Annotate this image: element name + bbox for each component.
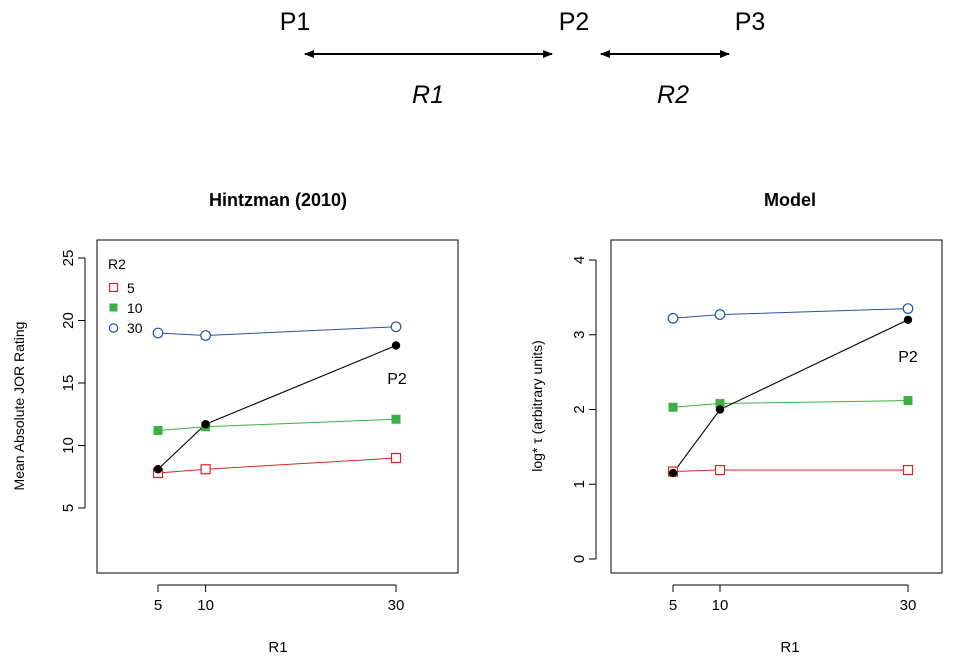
legend-label-5: 5	[127, 280, 135, 296]
series-point-p2	[903, 315, 913, 324]
plot-frame	[96, 239, 459, 574]
y-axis-label: log* τ (arbitrary units)	[529, 340, 545, 472]
series-line-30	[672, 308, 909, 319]
series-point-5	[714, 464, 726, 476]
x-tick-label: 10	[712, 597, 729, 614]
series-point-p2	[153, 465, 163, 474]
legend-marker-5	[108, 282, 119, 293]
x-tick-label: 30	[388, 597, 405, 614]
point-label-p3: P3	[735, 8, 766, 36]
plot-frame	[610, 239, 943, 574]
y-tick-label: 20	[60, 312, 77, 329]
series-point-30	[152, 327, 164, 339]
series-point-p2	[715, 405, 725, 414]
y-tick-label: 1	[571, 480, 588, 488]
legend-label-30: 30	[127, 320, 143, 336]
series-point-30	[902, 303, 914, 314]
series-line-5	[157, 457, 397, 474]
legend-marker-30	[108, 323, 119, 333]
series-point-p2	[391, 341, 401, 350]
chart-title: Hintzman (2010)	[209, 190, 347, 210]
y-tick-label: 25	[60, 250, 77, 267]
y-tick-label: 2	[571, 405, 588, 413]
interval-label-r2: R2	[657, 81, 689, 109]
series-point-p2	[201, 420, 210, 429]
y-tick-label: 15	[60, 375, 77, 392]
series-point-10	[903, 396, 913, 406]
x-tick-label: 10	[197, 597, 214, 614]
x-axis-label: R1	[268, 639, 287, 656]
chart-model: Model R1 log* τ (arbitrary units) 5 10 30 0…	[529, 190, 943, 656]
series-point-5	[200, 464, 211, 475]
x-tick-label: 30	[900, 597, 917, 614]
series-point-10	[715, 399, 725, 409]
legend-label-10: 10	[127, 300, 143, 316]
series-point-30	[390, 321, 402, 333]
y-tick-label: 10	[60, 437, 77, 454]
x-tick-label: 5	[154, 597, 162, 614]
series-point-10	[391, 414, 401, 424]
point-label-p2: P2	[559, 8, 590, 36]
series-line-p2	[157, 344, 397, 470]
series-line-5	[672, 469, 908, 473]
chart-title: Model	[764, 190, 816, 210]
series-point-5	[902, 464, 914, 476]
legend: R2 5 10 30	[108, 256, 143, 336]
p2-annotation: P2	[898, 349, 918, 366]
y-tick-label: 0	[571, 555, 588, 563]
y-axis-label: Mean Absolute JOR Rating	[11, 322, 27, 491]
interval-label-r1: R1	[412, 81, 444, 109]
p2-annotation: P2	[387, 371, 407, 388]
series-line-10	[672, 400, 909, 408]
x-tick-label: 5	[669, 597, 677, 614]
series-line-p2	[672, 319, 909, 474]
y-tick-label: 5	[60, 504, 77, 512]
timeline-schematic: P1 P2 P3 R1 R2	[280, 8, 766, 109]
series-line-30	[157, 326, 397, 337]
y-tick-label: 3	[571, 331, 588, 339]
series-point-10	[153, 426, 163, 435]
legend-marker-10	[109, 303, 118, 312]
y-tick-label: 4	[571, 256, 588, 264]
series-point-30	[714, 309, 726, 320]
series-line-10	[157, 418, 397, 431]
legend-title: R2	[108, 256, 126, 272]
series-point-p2	[668, 468, 678, 478]
series-point-5	[390, 452, 402, 464]
x-axis-label: R1	[780, 639, 799, 656]
series-point-10	[668, 402, 678, 412]
series-point-30	[667, 312, 679, 324]
series-point-30	[200, 330, 212, 341]
point-label-p1: P1	[280, 8, 311, 36]
chart-hintzman: Hintzman (2010) R1 Mean Absolute JOR Rat…	[11, 190, 459, 656]
